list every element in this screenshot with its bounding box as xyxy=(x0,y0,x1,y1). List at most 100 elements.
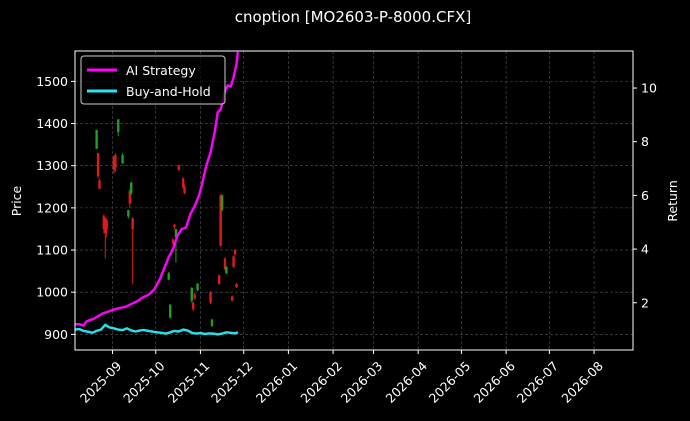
candlestick xyxy=(225,266,228,275)
candle-body xyxy=(96,153,100,177)
candle-body xyxy=(173,224,176,227)
left-y-tick-label: 1000 xyxy=(36,285,68,300)
candle-body xyxy=(193,294,196,299)
candle-body xyxy=(102,216,106,229)
right-y-tick-label: 8 xyxy=(641,134,649,149)
candle-body xyxy=(183,186,186,194)
candle-body xyxy=(131,218,134,229)
candle-body xyxy=(168,304,172,318)
candlestick xyxy=(171,238,175,245)
candlestick xyxy=(181,177,185,189)
candlestick xyxy=(104,217,107,259)
candlestick xyxy=(210,318,214,327)
left-y-tick-label: 1100 xyxy=(36,243,68,258)
right-y-tick-label: 10 xyxy=(641,81,657,96)
candlestick xyxy=(95,129,98,149)
left-y-tick-label: 1200 xyxy=(36,200,68,215)
candle-body xyxy=(220,195,224,210)
plot-frame xyxy=(74,50,634,351)
left-y-tick-label: 1400 xyxy=(36,116,68,131)
candle-body xyxy=(223,258,227,270)
candlestick xyxy=(220,194,224,212)
candle-body xyxy=(235,283,238,288)
candlestick xyxy=(177,164,181,171)
candlestick xyxy=(173,223,176,229)
candlestick xyxy=(98,178,101,189)
left-y-tick-label: 1300 xyxy=(36,158,68,173)
y-axis-label-right: Return xyxy=(665,180,680,221)
candlestick xyxy=(190,287,193,303)
candlestick xyxy=(168,304,172,319)
chart-title: cnoption [MO2603-P-8000.CFX] xyxy=(235,8,471,26)
candlestick xyxy=(219,194,222,247)
candlestick xyxy=(105,218,108,238)
candlestick xyxy=(127,209,130,219)
candle-body xyxy=(209,292,212,303)
candle-body xyxy=(217,275,221,284)
candlestick xyxy=(233,249,237,256)
candle-body xyxy=(210,319,214,326)
candle-body xyxy=(225,266,228,274)
candlestick xyxy=(121,153,124,164)
candle-body xyxy=(105,220,108,229)
candlestick xyxy=(183,184,186,195)
candle-body xyxy=(230,296,234,301)
candlestick xyxy=(217,274,221,285)
candlestick xyxy=(130,181,133,196)
candle-body xyxy=(171,239,175,244)
candlestick xyxy=(223,257,227,270)
candle-body xyxy=(177,165,181,170)
candle-body xyxy=(117,119,120,132)
candle-body xyxy=(174,228,178,238)
candlestick xyxy=(112,155,116,175)
candle-body xyxy=(121,155,124,164)
candlestick xyxy=(128,188,131,208)
candle-body xyxy=(190,288,193,301)
legend-label-ai-strategy: AI Strategy xyxy=(126,63,196,78)
candlestick xyxy=(209,290,212,305)
candle-body xyxy=(130,182,133,194)
candle-body xyxy=(112,157,116,170)
candle-body xyxy=(128,191,131,204)
candlestick xyxy=(167,271,170,281)
right-y-tick-label: 2 xyxy=(641,295,649,310)
candle-layer xyxy=(95,119,238,327)
candlestick xyxy=(235,282,238,289)
grid-layer xyxy=(75,51,633,350)
candlestick xyxy=(117,119,120,137)
candlestick xyxy=(102,214,106,234)
candle-body xyxy=(114,155,117,168)
right-y-tick-label: 4 xyxy=(641,242,649,257)
candlestick xyxy=(196,282,199,291)
right-y-axis: 2 4 6 8 10 xyxy=(633,81,657,310)
left-y-axis: 900 1000 1100 1200 1300 1400 1500 xyxy=(36,74,75,342)
right-y-tick-label: 6 xyxy=(641,188,649,203)
candle-body xyxy=(167,273,170,280)
buy-and-hold-line xyxy=(74,323,239,336)
left-y-tick-label: 900 xyxy=(44,327,68,342)
candle-body xyxy=(181,178,185,187)
candle-body xyxy=(104,218,107,234)
candlestick xyxy=(230,295,234,302)
candle-body xyxy=(232,256,235,267)
candle-body xyxy=(98,180,101,189)
candle-body xyxy=(127,209,130,217)
candlestick xyxy=(193,293,196,300)
candle-body xyxy=(95,129,98,149)
legend-label-buy-and-hold: Buy-and-Hold xyxy=(126,84,211,99)
legend: AI Strategy Buy-and-Hold xyxy=(80,55,226,105)
candlestick xyxy=(174,228,178,263)
candlestick xyxy=(131,217,134,284)
candle-body xyxy=(219,195,222,246)
left-y-tick-label: 1500 xyxy=(36,74,68,89)
candle-body xyxy=(233,250,237,255)
y-axis-label-left: Price xyxy=(9,185,24,216)
candlestick xyxy=(232,255,235,268)
candlestick xyxy=(192,301,195,312)
candlestick xyxy=(96,153,100,179)
candle-body xyxy=(196,283,199,291)
candlestick xyxy=(114,153,117,173)
candle-body xyxy=(192,302,195,310)
